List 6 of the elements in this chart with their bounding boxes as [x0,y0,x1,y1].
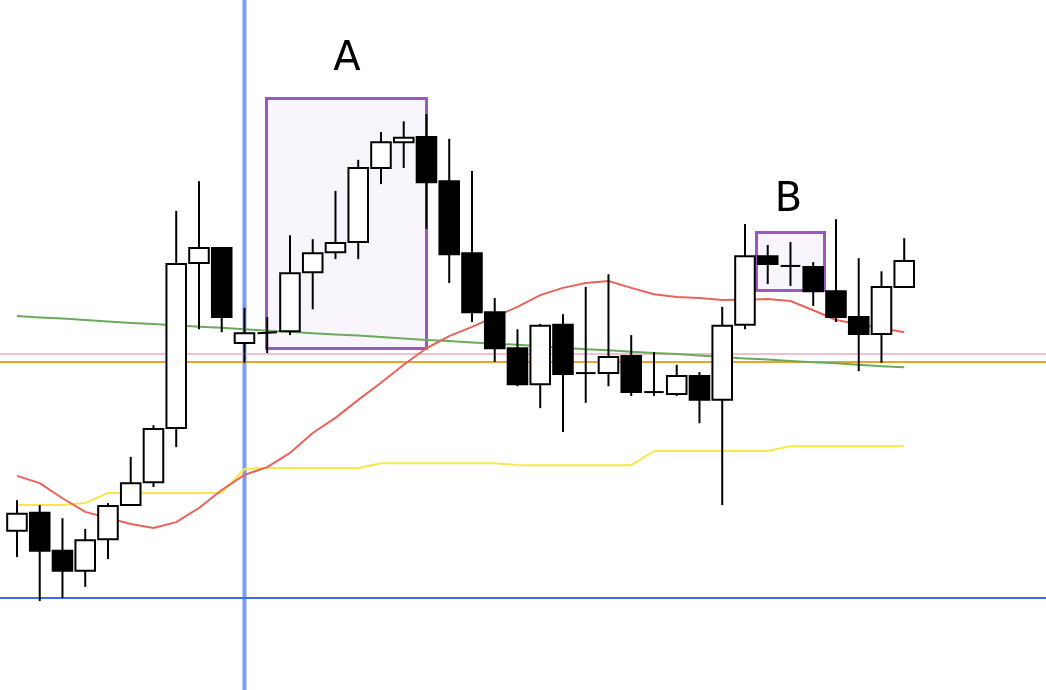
candlestick [643,351,665,397]
candlestick [256,316,279,355]
text: A [333,32,362,79]
candlestick [779,241,802,287]
candlestick [574,285,597,404]
annotation: B [774,174,803,221]
